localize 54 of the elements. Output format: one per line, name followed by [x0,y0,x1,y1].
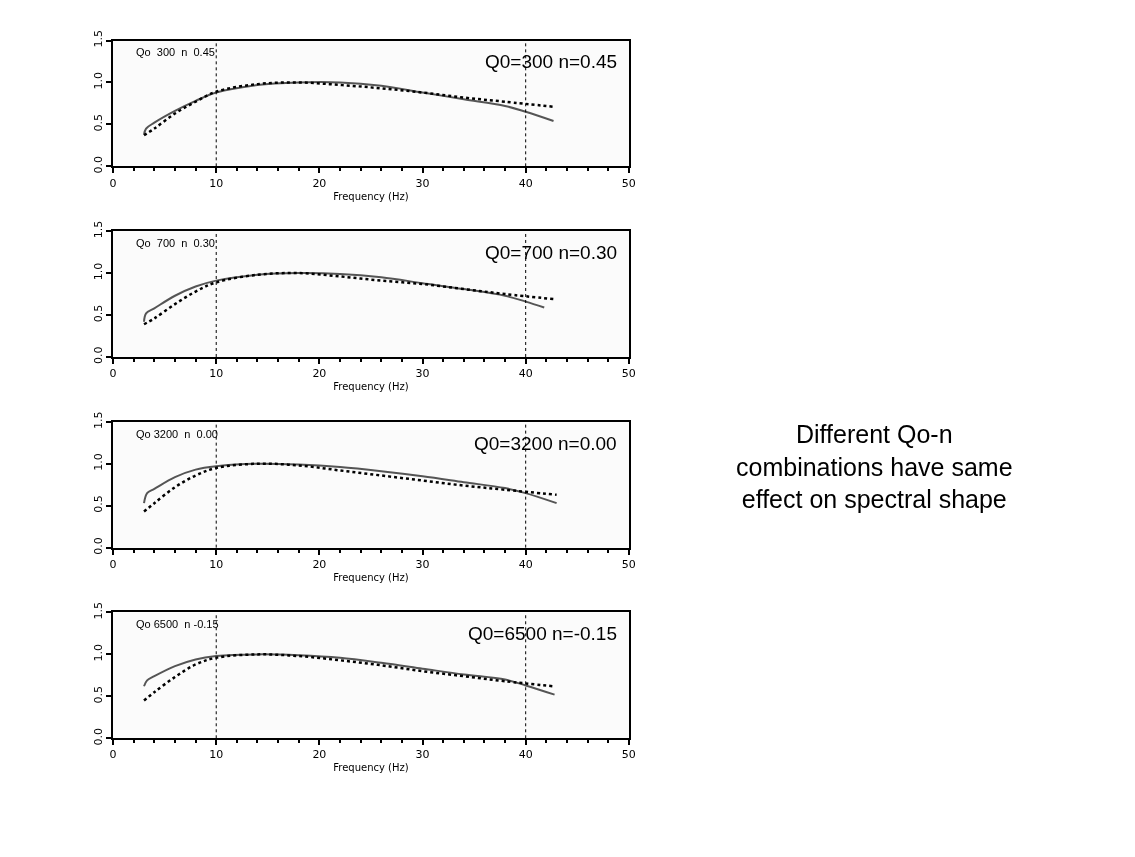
y-tick-label: 1.0 [91,453,105,471]
x-axis-title: Frequency (Hz) [333,190,409,202]
x-tick-label: 0 [109,367,117,381]
x-tick-label: 10 [209,748,224,762]
annotation: Q0=6500 n=-0.15 [468,623,617,644]
y-tick-label: 0.0 [91,537,105,555]
x-axis-title: Frequency (Hz) [333,571,409,583]
x-tick-label: 40 [518,176,533,190]
y-tick-label: 1.0 [91,72,105,90]
x-tick-label: 30 [415,557,430,571]
x-tick-label: 10 [209,557,224,571]
y-tick-label: 1.0 [91,262,105,281]
annotation: Qo 3200 n 0.00 [136,428,218,440]
y-tick-label: 0.5 [91,495,105,513]
x-tick-label: 50 [621,176,636,190]
line-series [143,462,558,505]
x-tick-label: 30 [415,367,430,381]
x-tick-label: 0 [109,176,117,190]
x-axis-title: Frequency (Hz) [333,381,409,393]
text: Different Qo-n combinations have same effect on spectral shape [736,420,1013,513]
annotation: Q0=300 n=0.45 [485,51,618,72]
x-tick-label: 40 [518,557,533,571]
x-tick-label: 10 [209,367,224,381]
x-tick-label: 40 [518,367,533,381]
x-tick-label: 10 [209,176,224,190]
y-tick-label: 0.0 [91,727,105,746]
y-tick-label: 0.5 [91,685,105,704]
y-tick-label: 1.5 [91,411,105,429]
y-tick-label: 1.0 [91,643,105,662]
x-tick-label: 30 [415,748,430,762]
y-tick-label: 1.5 [91,30,105,48]
x-tick-label: 50 [621,748,636,762]
y-tick-label: 1.5 [91,220,105,239]
x-tick-label: 50 [621,367,636,381]
annotation: Q0=700 n=0.30 [485,242,618,263]
y-tick-label: 0.0 [91,155,105,174]
x-tick-label: 50 [621,557,636,571]
x-tick-label: 20 [312,176,327,190]
x-tick-label: 0 [109,748,117,762]
x-tick-label: 20 [312,367,327,381]
x-tick-label: 30 [415,176,430,190]
x-tick-label: 40 [518,748,533,762]
x-tick-label: 0 [109,557,117,571]
x-tick-label: 20 [312,557,327,571]
y-tick-label: 0.0 [91,346,105,365]
annotation: Qo 6500 n -0.15 [136,618,219,630]
annotation: Qo 700 n 0.30 [136,237,215,249]
y-tick-label: 0.5 [91,304,105,323]
y-tick-label: 1.5 [91,602,105,620]
y-tick-label: 0.5 [91,113,105,132]
annotation: Q0=3200 n=0.00 [474,433,617,454]
x-axis-title: Frequency (Hz) [333,762,409,774]
annotation: Qo 300 n 0.45 [136,46,215,58]
x-tick-label: 20 [312,748,327,762]
